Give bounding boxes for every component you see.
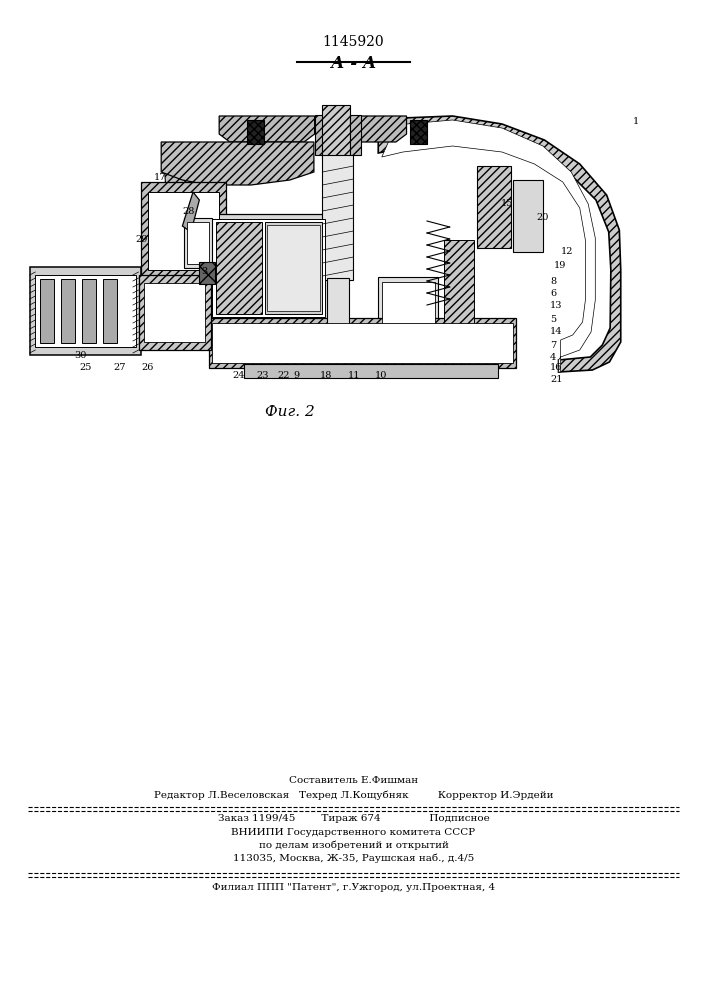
Text: 28: 28 [182,208,195,217]
Text: А - А: А - А [331,55,376,72]
Text: 1145920: 1145920 [322,35,385,49]
Text: 6: 6 [550,290,556,298]
Text: по делам изобретений и открытий: по делам изобретений и открытий [259,840,448,850]
Text: 27: 27 [113,363,126,372]
Text: 20: 20 [536,214,549,223]
Polygon shape [182,192,199,232]
Text: ВНИИПИ Государственного комитета СССР: ВНИИПИ Государственного комитета СССР [231,828,476,837]
Polygon shape [144,145,209,275]
Bar [184,218,212,268]
Bar [103,279,117,343]
Bar [35,275,136,347]
Text: Фиг. 2: Фиг. 2 [265,405,315,419]
Bar [410,120,427,144]
Bar [141,182,226,280]
Text: 19: 19 [554,260,566,269]
Bar [40,279,54,343]
Bar [327,278,349,360]
Bar [212,219,325,317]
Bar [199,262,215,284]
Bar [350,115,361,155]
Text: 113035, Москва, Ж-35, Раушская наб., д.4/5: 113035, Москва, Ж-35, Раушская наб., д.4… [233,854,474,863]
Polygon shape [382,120,595,372]
Bar [212,323,513,363]
Text: 4: 4 [550,353,556,361]
Text: 30: 30 [74,351,87,360]
Text: 24: 24 [232,371,245,380]
Text: 9: 9 [293,371,300,380]
Bar [148,192,219,270]
Bar [382,282,435,340]
Text: Редактор Л.Веселовская   Техред Л.Кощубняк         Корректор И.Эрдейи: Редактор Л.Веселовская Техред Л.Кощубняк… [153,790,554,800]
Text: 23: 23 [257,371,269,380]
Bar [187,222,209,264]
Polygon shape [325,116,407,142]
Bar [244,364,498,378]
Bar [322,155,354,280]
Text: Составитель Е.Фишман: Составитель Е.Фишман [289,776,418,785]
Text: 5: 5 [550,314,556,324]
Text: 18: 18 [320,371,332,380]
Text: 10: 10 [375,371,387,380]
Bar [209,214,329,322]
Bar [61,279,75,343]
Bar [139,275,211,350]
Polygon shape [378,116,621,372]
Text: 14: 14 [550,328,563,336]
Bar [267,225,320,311]
Bar [82,279,96,343]
Bar [265,222,322,314]
Bar [315,115,325,155]
Bar [30,267,141,355]
Text: 22: 22 [278,371,291,380]
Text: Филиал ППП "Патент", г.Ужгород, ул.Проектная, 4: Филиал ППП "Патент", г.Ужгород, ул.Проек… [212,883,495,892]
Text: Заказ 1199/45        Тираж 674               Подписное: Заказ 1199/45 Тираж 674 Подписное [218,814,489,823]
Text: 13: 13 [550,302,563,310]
Bar [247,120,264,144]
Text: 11: 11 [348,371,361,380]
Bar [322,105,350,160]
Polygon shape [219,116,315,142]
Text: 26: 26 [141,363,154,372]
Bar [444,240,474,335]
Text: 15: 15 [501,198,513,208]
Polygon shape [161,142,314,185]
Text: 7: 7 [550,340,556,350]
Bar [144,283,205,342]
Bar [477,166,511,248]
Text: 3: 3 [201,267,208,276]
Bar [513,180,543,252]
Text: 8: 8 [550,277,556,286]
Bar [378,277,438,345]
Bar [216,222,262,314]
Text: 17: 17 [154,174,167,182]
Text: 12: 12 [561,247,573,256]
Text: 1: 1 [633,117,639,126]
Bar [209,318,516,368]
Text: 16: 16 [550,363,563,372]
Text: 29: 29 [136,235,148,244]
Text: 21: 21 [550,375,563,384]
Text: 25: 25 [79,363,92,372]
